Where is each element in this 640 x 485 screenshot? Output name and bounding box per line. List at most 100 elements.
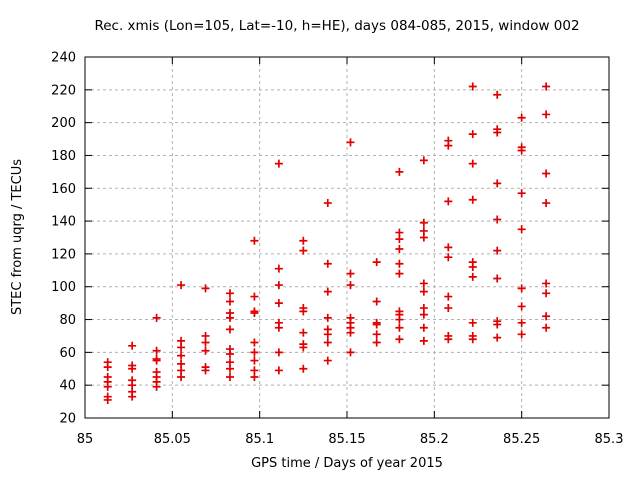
data-point-marker: [395, 323, 404, 332]
data-point-marker: [395, 269, 404, 278]
data-point-marker: [444, 292, 453, 301]
data-point-marker: [323, 287, 332, 296]
data-point-marker: [419, 218, 428, 227]
grid-layer: [85, 57, 609, 418]
data-point-marker: [542, 169, 551, 178]
data-point-marker: [419, 336, 428, 345]
data-point-marker: [274, 264, 283, 273]
plot-frame: [84, 56, 610, 419]
y-tick-label: 240: [51, 51, 76, 66]
data-point-marker: [274, 299, 283, 308]
y-tick-label: 140: [51, 215, 76, 230]
data-point-marker: [250, 308, 259, 317]
data-point-marker: [346, 138, 355, 147]
data-point-marker: [346, 269, 355, 278]
data-point-marker: [395, 315, 404, 324]
data-point-marker: [542, 199, 551, 208]
data-point-marker: [493, 246, 502, 255]
data-point-marker: [274, 159, 283, 168]
data-point-marker: [250, 338, 259, 347]
data-point-marker: [299, 328, 308, 337]
data-point-marker: [274, 323, 283, 332]
data-point-marker: [493, 179, 502, 188]
data-point-marker: [517, 302, 526, 311]
data-point-marker: [493, 90, 502, 99]
data-point-marker: [128, 341, 137, 350]
data-point-marker: [103, 363, 112, 372]
data-point-marker: [346, 348, 355, 357]
data-point-marker: [346, 281, 355, 290]
data-point-marker: [444, 141, 453, 150]
data-point-marker: [323, 199, 332, 208]
data-point-marker: [225, 372, 234, 381]
data-point-marker: [299, 236, 308, 245]
y-tick-label: 60: [59, 346, 76, 361]
x-tick-label: 85.3: [595, 432, 624, 447]
data-point-marker: [493, 274, 502, 283]
data-point-marker: [152, 313, 161, 322]
data-point-marker: [419, 323, 428, 332]
data-point-marker: [493, 215, 502, 224]
data-point-marker: [250, 236, 259, 245]
data-point-marker: [103, 395, 112, 404]
data-point-marker: [323, 330, 332, 339]
data-point-marker: [152, 346, 161, 355]
data-point-marker: [517, 189, 526, 198]
data-point-marker: [225, 364, 234, 373]
data-point-marker: [152, 356, 161, 365]
data-point-marker: [177, 372, 186, 381]
data-point-marker: [152, 382, 161, 391]
data-point-marker: [201, 338, 210, 347]
data-point-marker: [201, 366, 210, 375]
data-point-marker: [201, 284, 210, 293]
data-point-marker: [517, 330, 526, 339]
data-point-marker: [444, 243, 453, 252]
data-point-marker: [225, 313, 234, 322]
data-point-marker: [323, 313, 332, 322]
data-point-marker: [468, 335, 477, 344]
data-point-marker: [444, 197, 453, 206]
data-point-marker: [225, 289, 234, 298]
data-point-marker: [468, 318, 477, 327]
data-point-marker: [128, 364, 137, 373]
data-point-marker: [444, 304, 453, 313]
x-axis-label: GPS time / Days of year 2015: [251, 456, 443, 471]
y-tick-label: 80: [59, 313, 76, 328]
data-point-marker: [201, 346, 210, 355]
data-point-marker: [395, 244, 404, 253]
data-point-marker: [468, 195, 477, 204]
data-point-marker: [419, 287, 428, 296]
x-tick-label: 85: [77, 432, 94, 447]
data-point-marker: [419, 156, 428, 165]
data-point-marker: [323, 259, 332, 268]
data-point-marker: [225, 297, 234, 306]
x-tick-label: 85.1: [245, 432, 274, 447]
data-point-marker: [299, 307, 308, 316]
y-tick-label: 20: [59, 412, 76, 427]
data-point-marker: [250, 372, 259, 381]
data-point-marker: [225, 325, 234, 334]
x-tick-label: 85.25: [503, 432, 540, 447]
data-point-marker: [299, 246, 308, 255]
data-point-marker: [493, 320, 502, 329]
data-point-marker: [250, 292, 259, 301]
data-point-marker: [542, 312, 551, 321]
data-point-marker: [444, 253, 453, 262]
data-point-marker: [468, 82, 477, 91]
x-tick-label: 85.05: [154, 432, 191, 447]
data-point-marker: [274, 281, 283, 290]
y-tick-label: 40: [59, 379, 76, 394]
data-point-marker: [299, 343, 308, 352]
data-point-marker: [419, 310, 428, 319]
y-axis-label: STEC from uqrg / TECUs: [10, 159, 25, 315]
data-point-marker: [468, 263, 477, 272]
data-point-marker: [177, 351, 186, 360]
data-point-marker: [517, 318, 526, 327]
data-point-marker: [542, 110, 551, 119]
data-point-marker: [542, 289, 551, 298]
data-point-marker: [542, 82, 551, 91]
data-point-marker: [250, 348, 259, 357]
y-tick-label: 100: [51, 280, 76, 295]
data-point-marker: [517, 225, 526, 234]
data-point-marker: [517, 113, 526, 122]
